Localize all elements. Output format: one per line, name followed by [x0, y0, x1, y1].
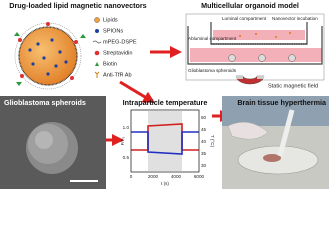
label: Static magnetic field [268, 83, 318, 89]
tick-label: 35 [201, 151, 207, 156]
label: Abluminal compartment [188, 36, 237, 41]
page: Drug-loaded lipid magnetic nanovectors L… [0, 0, 329, 189]
temperature-plot [130, 109, 200, 173]
label: Luminal compartment [222, 16, 267, 21]
transwell [185, 13, 325, 81]
tissue-photo [222, 96, 329, 189]
tick-label: 50 [201, 115, 207, 120]
axis-label: t (s) [161, 181, 169, 186]
legend-label: Streptavidin [103, 50, 133, 56]
magnet [235, 75, 265, 85]
legend: Lipids SPIONs mPEG-DSPE Streptavidin Bio… [92, 17, 137, 78]
legend-label: SPIONs [103, 28, 123, 34]
panel-title: Drug-loaded lipid magnetic nanovectors [9, 1, 146, 10]
sem-image [0, 96, 106, 189]
axis-label: F/F₀ [120, 137, 125, 146]
panel-title: Brain tissue hyperthermia [237, 98, 327, 107]
tick-label: 1.0 [123, 125, 130, 130]
label: Glioblastoma spheroids [188, 68, 237, 73]
tick-label: 0.5 [123, 155, 130, 160]
graphical-abstract: Drug-loaded lipid magnetic nanovectors L… [0, 1, 329, 189]
tick-label: 0 [130, 174, 133, 179]
tick-label: 2000 [148, 174, 159, 179]
panel-title: Intraparticle temperature [123, 98, 208, 107]
tick-label: 45 [201, 127, 207, 132]
panel-title: Glioblastoma spheroids [4, 98, 86, 107]
arrow [119, 80, 156, 104]
label: Nanovector incubation [272, 16, 318, 21]
panel-title: Multicellular organoid model [201, 1, 299, 10]
tick-label: 40 [201, 139, 207, 144]
axis-label: T (°C) [210, 135, 215, 148]
legend-label: Lipids [103, 17, 118, 23]
legend-label: mPEG-DSPE [103, 39, 137, 45]
tick-label: 4000 [171, 174, 182, 179]
legend-label: Anti-TfR Ab [103, 72, 132, 78]
tick-label: 6000 [194, 174, 205, 179]
tick-label: 30 [201, 163, 207, 168]
nanoparticle [14, 22, 86, 90]
legend-label: Biotin [103, 61, 117, 67]
